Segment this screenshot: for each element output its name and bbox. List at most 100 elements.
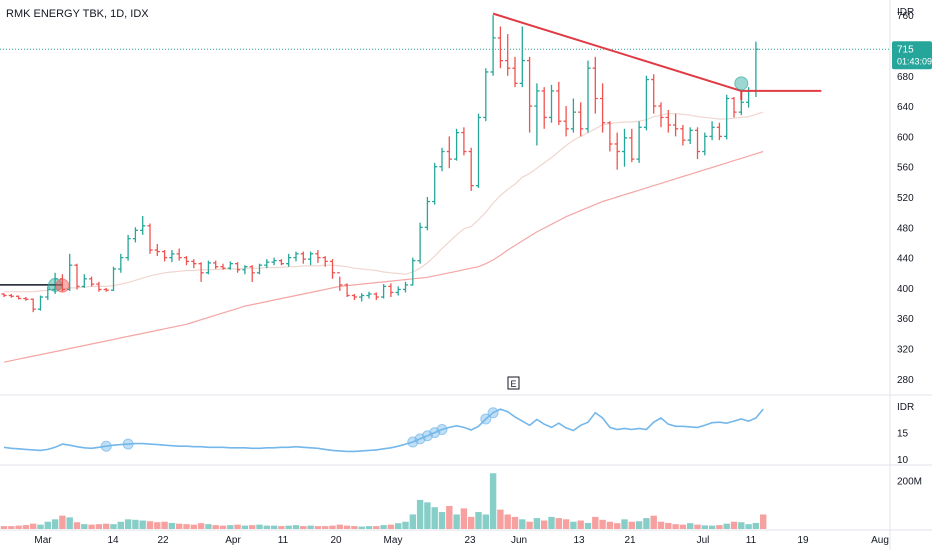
event-marker-box bbox=[507, 376, 520, 390]
ohlc-bar bbox=[351, 293, 357, 301]
ohlc-bar bbox=[89, 276, 95, 287]
volume-bar bbox=[468, 516, 475, 529]
volume-bar bbox=[227, 525, 234, 529]
ohlc-bar bbox=[315, 250, 321, 263]
ohlc-bar bbox=[680, 125, 686, 146]
time-axis-tick: Aug bbox=[871, 535, 889, 546]
ohlc-bar bbox=[658, 102, 664, 128]
ohlc-bar bbox=[512, 56, 518, 88]
ohlc-bar bbox=[169, 250, 175, 263]
volume-bar bbox=[343, 525, 351, 529]
ohlc-bar bbox=[81, 274, 87, 288]
ohlc-bar bbox=[278, 259, 284, 266]
volume-bar bbox=[146, 521, 154, 529]
ohlc-bar bbox=[614, 132, 620, 170]
ohlc-bar bbox=[256, 263, 263, 275]
ohlc-bar bbox=[8, 293, 14, 298]
time-axis-tick: 14 bbox=[107, 535, 119, 546]
volume-bar bbox=[504, 514, 511, 529]
time-axis-tick: 11 bbox=[278, 535, 289, 546]
ohlc-bar bbox=[154, 243, 160, 257]
volume-bar bbox=[322, 526, 329, 529]
volume-bar bbox=[190, 524, 197, 529]
volume-bar bbox=[621, 519, 628, 529]
indicator-highlight-dot bbox=[100, 440, 112, 452]
volume-bar bbox=[657, 521, 665, 529]
moving-average-slow bbox=[3, 150, 764, 363]
ohlc-bar bbox=[264, 259, 270, 269]
price-axis-tick: 440 bbox=[897, 254, 914, 265]
ohlc-bar bbox=[724, 94, 730, 140]
volume-bar bbox=[446, 505, 453, 529]
time-axis-tick: 21 bbox=[624, 535, 636, 546]
price-axis-tick: 760 bbox=[897, 11, 914, 22]
ohlc-bar bbox=[461, 127, 467, 156]
time-axis-tick: 22 bbox=[157, 535, 169, 546]
volume-bar bbox=[30, 523, 37, 529]
ohlc-bar bbox=[468, 147, 474, 191]
indicator-axis-unit: IDR bbox=[897, 402, 914, 413]
volume-bar bbox=[723, 523, 730, 529]
volume-bar bbox=[117, 521, 124, 529]
volume-bar bbox=[263, 525, 270, 529]
volume-bar bbox=[635, 521, 643, 529]
time-axis-tick: 19 bbox=[797, 535, 809, 546]
ohlc-bar bbox=[30, 298, 36, 313]
time-axis-tick: 20 bbox=[330, 535, 342, 546]
ohlc-bar bbox=[519, 26, 525, 88]
ohlc-bar bbox=[527, 56, 533, 133]
volume-bar bbox=[460, 508, 468, 529]
volume-bar bbox=[124, 519, 132, 529]
time-axis-tick: 13 bbox=[573, 535, 585, 546]
ohlc-bar bbox=[600, 83, 606, 133]
ohlc-bar bbox=[242, 265, 248, 275]
ohlc-bar bbox=[402, 281, 409, 293]
volume-bar bbox=[205, 524, 212, 529]
moving-average-fast bbox=[4, 111, 764, 293]
earnings-event-marker: E bbox=[507, 376, 520, 390]
ohlc-bar bbox=[563, 106, 569, 137]
ohlc-bar bbox=[505, 34, 511, 76]
volume-bar bbox=[708, 525, 716, 529]
volume-bar bbox=[44, 521, 51, 529]
ohlc-bar bbox=[23, 297, 29, 301]
ohlc-bar bbox=[125, 234, 131, 261]
time-axis-tick: 23 bbox=[464, 535, 476, 546]
ohlc-bar bbox=[607, 121, 613, 152]
ohlc-bar bbox=[753, 41, 759, 97]
ohlc-bar bbox=[96, 281, 102, 292]
volume-bar bbox=[402, 521, 409, 529]
volume-bar bbox=[387, 524, 395, 529]
volume-bar bbox=[687, 523, 694, 529]
volume-bar bbox=[453, 514, 460, 529]
ohlc-bar bbox=[140, 215, 146, 235]
volume-axis-tick: 200M bbox=[897, 477, 922, 488]
volume-bar bbox=[745, 524, 752, 529]
ohlc-bar bbox=[651, 74, 657, 114]
volume-bar bbox=[0, 526, 8, 529]
ohlc-bar bbox=[439, 147, 445, 172]
volume-bar bbox=[643, 518, 650, 529]
time-axis-tick: Jun bbox=[511, 535, 527, 546]
ohlc-bar bbox=[490, 15, 496, 76]
ohlc-bar bbox=[687, 127, 693, 144]
signal-marker bbox=[734, 76, 749, 91]
volume-bar bbox=[292, 525, 300, 529]
volume-bar bbox=[701, 525, 708, 529]
ohlc-bar bbox=[410, 257, 416, 286]
ohlc-bar bbox=[432, 162, 438, 205]
volume-bar bbox=[562, 519, 570, 529]
volume-bar bbox=[438, 512, 446, 529]
ohlc-bar bbox=[497, 26, 503, 69]
ohlc-bar bbox=[308, 251, 314, 266]
ohlc-bar bbox=[373, 292, 379, 301]
volume-bar bbox=[380, 525, 387, 529]
volume-bar bbox=[628, 521, 635, 529]
ohlc-bar bbox=[417, 222, 423, 264]
signal-marker bbox=[55, 278, 70, 293]
ohlc-bar bbox=[103, 287, 109, 292]
time-axis-tick: Jul bbox=[697, 535, 710, 546]
ohlc-bar bbox=[359, 293, 365, 302]
